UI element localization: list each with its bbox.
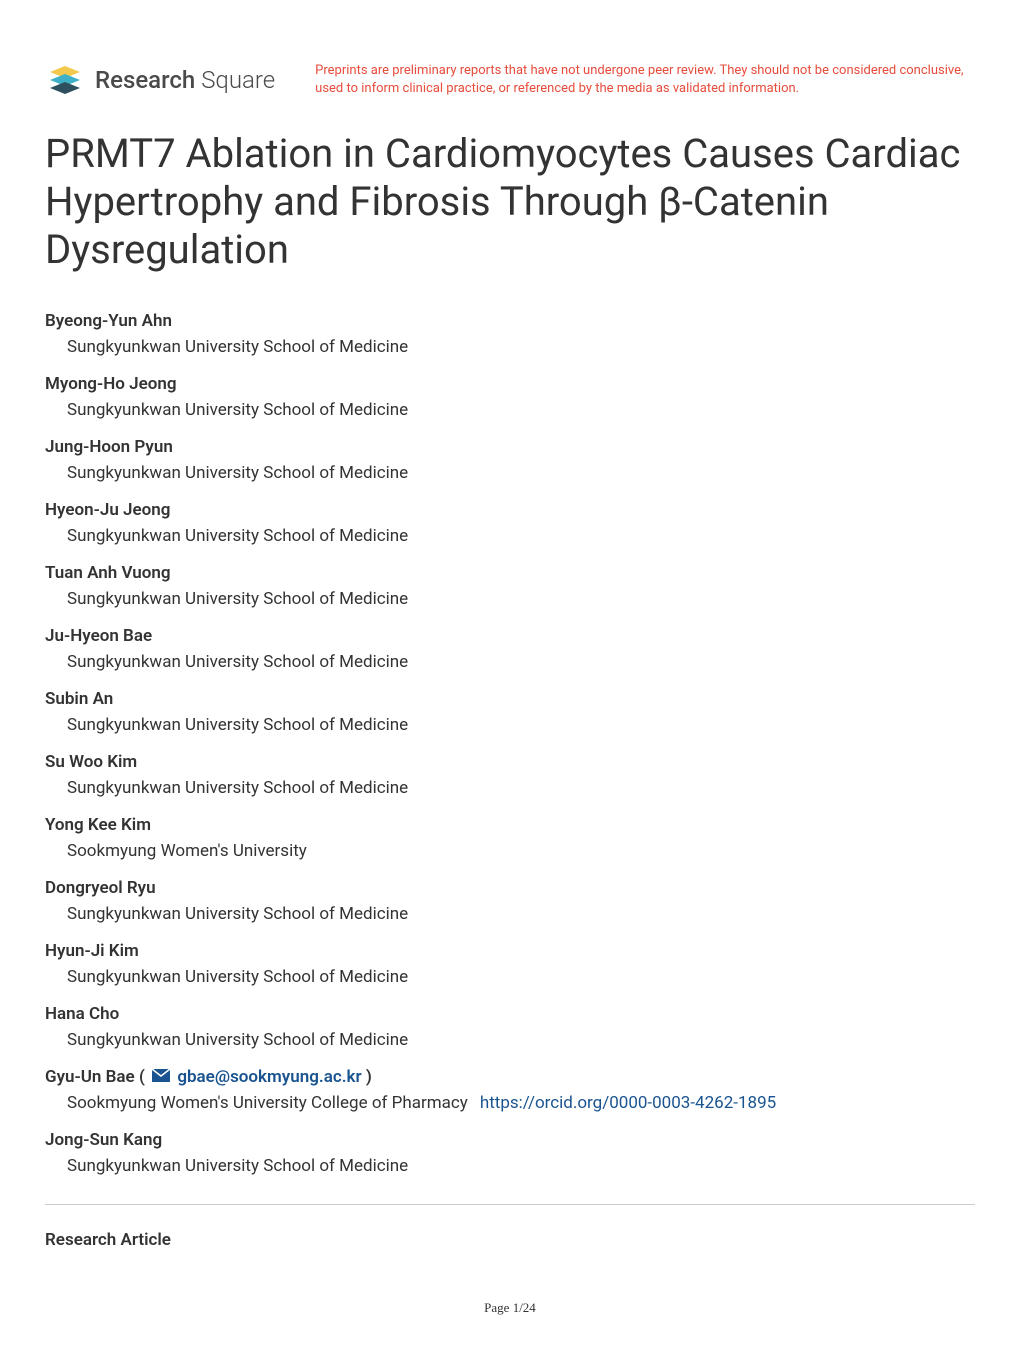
author-entry: Hyeon-Ju Jeong Sungkyunkwan University Sc…: [45, 498, 975, 549]
article-type-label: Research Article: [45, 1230, 975, 1250]
corresponding-email[interactable]: gbae@sookmyung.ac.kr: [173, 1067, 362, 1087]
author-entry: Jung-Hoon Pyun Sungkyunkwan University Sc…: [45, 435, 975, 486]
author-entry: Dongryeol Ryu Sungkyunkwan University Sch…: [45, 876, 975, 927]
author-affiliation-text: Sungkyunkwan University School of Medici…: [67, 526, 408, 546]
author-affiliation: Sungkyunkwan University School of Medici…: [45, 587, 975, 613]
author-name-text: Myong-Ho Jeong: [45, 374, 177, 394]
author-affiliation: Sungkyunkwan University School of Medici…: [45, 1154, 975, 1180]
author-affiliation: Sungkyunkwan University School of Medici…: [45, 461, 975, 487]
author-affiliation-text: Sungkyunkwan University School of Medici…: [67, 715, 408, 735]
author-name-text: Jong-Sun Kang: [45, 1130, 162, 1150]
author-affiliation: Sungkyunkwan University School of Medici…: [45, 713, 975, 739]
author-name-text: Hyun-Ji Kim: [45, 941, 139, 961]
author-entry: Hyun-Ji Kim Sungkyunkwan University Schoo…: [45, 939, 975, 990]
author-entry: Myong-Ho Jeong Sungkyunkwan University Sc…: [45, 372, 975, 423]
author-affiliation-text: Sungkyunkwan University School of Medici…: [67, 1030, 408, 1050]
author-affiliation: Sungkyunkwan University School of Medici…: [45, 398, 975, 424]
preprint-disclaimer: Preprints are preliminary reports that h…: [315, 60, 975, 98]
author-name-text: Subin An: [45, 689, 113, 709]
author-name: Myong-Ho Jeong: [45, 372, 975, 398]
author-affiliation-text: Sungkyunkwan University School of Medici…: [67, 589, 408, 609]
logo-text: Research Square: [95, 66, 275, 94]
author-name: Subin An: [45, 687, 975, 713]
author-entry: Hana Cho Sungkyunkwan University School o…: [45, 1002, 975, 1053]
author-name: Jung-Hoon Pyun: [45, 435, 975, 461]
author-affiliation: Sungkyunkwan University School of Medici…: [45, 524, 975, 550]
author-affiliation: Sookmyung Women's University: [45, 839, 975, 865]
author-name-text: Ju-Hyeon Bae: [45, 626, 152, 646]
author-name: Dongryeol Ryu: [45, 876, 975, 902]
author-affiliation: Sungkyunkwan University School of Medici…: [45, 650, 975, 676]
author-name-text: Jung-Hoon Pyun: [45, 437, 173, 457]
logo-brand-light: Square: [201, 66, 275, 94]
author-entry: Subin An Sungkyunkwan University School o…: [45, 687, 975, 738]
paper-title: PRMT7 Ablation in Cardiomyocytes Causes …: [45, 130, 975, 274]
author-entry: Ju-Hyeon Bae Sungkyunkwan University Scho…: [45, 624, 975, 675]
author-name-text: Tuan Anh Vuong: [45, 563, 171, 583]
author-name: Su Woo Kim: [45, 750, 975, 776]
author-name: Gyu-Un Bae ( gbae@sookmyung.ac.kr ): [45, 1065, 975, 1091]
author-name: Hyeon-Ju Jeong: [45, 498, 975, 524]
author-entry: Gyu-Un Bae ( gbae@sookmyung.ac.kr )Sookm…: [45, 1065, 975, 1116]
author-affiliation: Sungkyunkwan University School of Medici…: [45, 776, 975, 802]
page-footer: Page 1/24: [45, 1300, 975, 1316]
author-affiliation-text: Sungkyunkwan University School of Medici…: [67, 400, 408, 420]
author-affiliation-text: Sungkyunkwan University School of Medici…: [67, 337, 408, 357]
envelope-icon: [152, 1065, 170, 1091]
author-name-text: Dongryeol Ryu: [45, 878, 156, 898]
author-affiliation: Sungkyunkwan University School of Medici…: [45, 965, 975, 991]
author-name-text: Gyu-Un Bae: [45, 1067, 135, 1087]
author-affiliation-text: Sookmyung Women's University College of …: [67, 1093, 468, 1113]
orcid-link[interactable]: https://orcid.org/0000-0003-4262-1895: [480, 1093, 776, 1113]
author-name: Yong Kee Kim: [45, 813, 975, 839]
author-name-text: Hana Cho: [45, 1004, 119, 1024]
author-affiliation: Sungkyunkwan University School of Medici…: [45, 335, 975, 361]
author-entry: Jong-Sun Kang Sungkyunkwan University Sch…: [45, 1128, 975, 1179]
author-name: Hana Cho: [45, 1002, 975, 1028]
section-divider: [45, 1204, 975, 1205]
author-affiliation-text: Sungkyunkwan University School of Medici…: [67, 463, 408, 483]
logo-brand-strong: Research: [95, 66, 195, 94]
author-affiliation-text: Sungkyunkwan University School of Medici…: [67, 967, 408, 987]
author-name: Hyun-Ji Kim: [45, 939, 975, 965]
author-affiliation: Sookmyung Women's University College of …: [45, 1091, 975, 1117]
author-entry: Byeong-Yun Ahn Sungkyunkwan University Sc…: [45, 309, 975, 360]
research-square-logo-icon: [45, 60, 85, 100]
author-name-text: Hyeon-Ju Jeong: [45, 500, 170, 520]
author-affiliation-text: Sungkyunkwan University School of Medici…: [67, 652, 408, 672]
author-affiliation-text: Sungkyunkwan University School of Medici…: [67, 778, 408, 798]
author-name-text: Yong Kee Kim: [45, 815, 151, 835]
header-row: Research Square Preprints are preliminar…: [45, 60, 975, 100]
author-entry: Su Woo Kim Sungkyunkwan University School…: [45, 750, 975, 801]
authors-list: Byeong-Yun Ahn Sungkyunkwan University Sc…: [45, 309, 975, 1179]
author-affiliation-text: Sungkyunkwan University School of Medici…: [67, 904, 408, 924]
author-affiliation: Sungkyunkwan University School of Medici…: [45, 902, 975, 928]
author-affiliation-text: Sookmyung Women's University: [67, 841, 307, 861]
author-entry: Yong Kee Kim Sookmyung Women's University: [45, 813, 975, 864]
author-entry: Tuan Anh Vuong Sungkyunkwan University Sc…: [45, 561, 975, 612]
author-name: Ju-Hyeon Bae: [45, 624, 975, 650]
author-affiliation: Sungkyunkwan University School of Medici…: [45, 1028, 975, 1054]
author-name: Tuan Anh Vuong: [45, 561, 975, 587]
author-name: Byeong-Yun Ahn: [45, 309, 975, 335]
author-name-text: Su Woo Kim: [45, 752, 137, 772]
logo-block: Research Square: [45, 60, 275, 100]
author-affiliation-text: Sungkyunkwan University School of Medici…: [67, 1156, 408, 1176]
author-name: Jong-Sun Kang: [45, 1128, 975, 1154]
author-name-text: Byeong-Yun Ahn: [45, 311, 172, 331]
